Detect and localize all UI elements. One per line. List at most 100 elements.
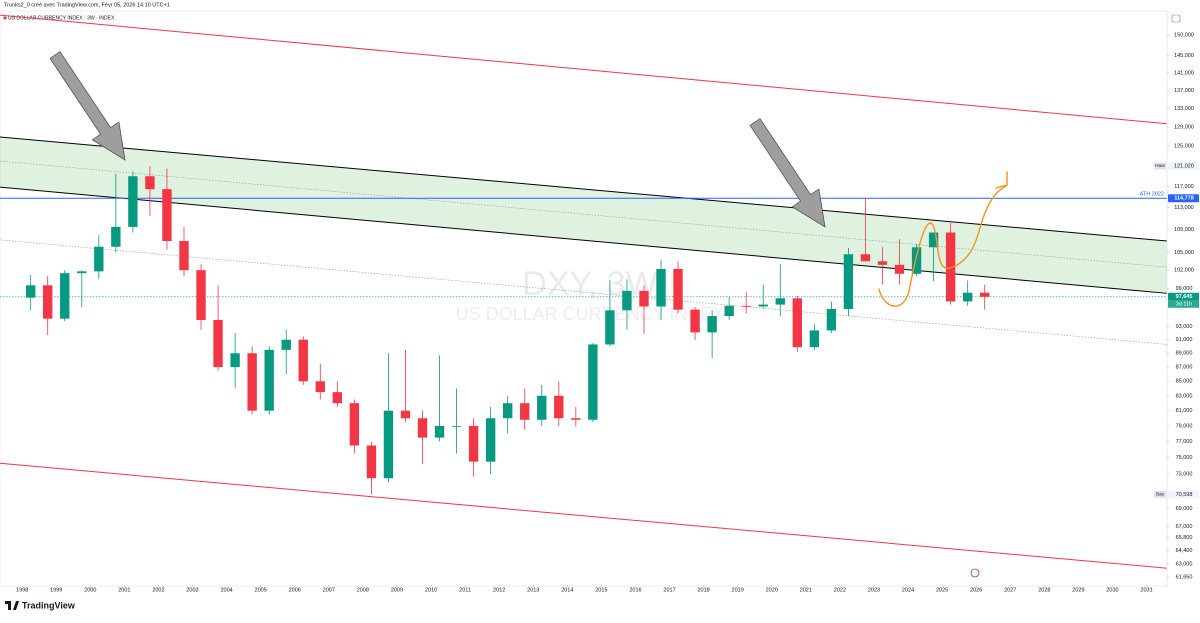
- candle-body: [145, 176, 155, 190]
- candle-body: [877, 261, 888, 265]
- x-tick-label: 2027: [1004, 587, 1016, 593]
- y-tick-label: 67,000: [1176, 524, 1193, 530]
- candle-body: [349, 403, 360, 446]
- y-tick-label: 64,400: [1176, 548, 1193, 554]
- y-tick-label: 91,000: [1176, 337, 1193, 343]
- candle-body: [962, 292, 973, 302]
- trend-line: [0, 160, 1168, 268]
- candle-body: [417, 418, 428, 438]
- candle-body: [264, 349, 274, 411]
- candle-body: [707, 316, 717, 333]
- candle-body: [980, 292, 990, 297]
- candle-body: [468, 425, 479, 462]
- y-tick-label: 65,800: [1176, 535, 1193, 541]
- y-tick-label: 85,000: [1176, 379, 1193, 385]
- x-tick-label: 2025: [936, 587, 948, 593]
- x-tick-label: 2029: [1072, 587, 1084, 593]
- marker-name: Haut: [1155, 163, 1165, 168]
- x-tick-label: 2011: [459, 587, 471, 593]
- candle-body: [196, 270, 206, 320]
- candle-body: [94, 246, 104, 272]
- x-tick-label: 2004: [220, 587, 232, 593]
- candle-body: [741, 305, 751, 307]
- trend-line: [0, 14, 1168, 125]
- marker-badge: [1168, 490, 1199, 499]
- candle-body: [894, 264, 905, 274]
- x-tick-label: 2017: [663, 587, 675, 593]
- trend-line: [0, 186, 1168, 294]
- y-tick-label: 109,000: [1174, 227, 1194, 233]
- x-tick-label: 2008: [357, 587, 369, 593]
- candle-body: [503, 403, 513, 419]
- candle-body: [775, 298, 785, 305]
- trend-line: [0, 239, 1168, 345]
- candle-body: [554, 395, 564, 419]
- event-icon[interactable]: [970, 568, 980, 578]
- candle-body: [690, 309, 700, 333]
- y-tick-label: 89,000: [1176, 351, 1193, 357]
- candle-body: [792, 298, 802, 348]
- candle-body: [911, 247, 922, 274]
- y-tick-label: 73,000: [1176, 472, 1193, 478]
- x-tick-label: 2026: [970, 587, 982, 593]
- marker-name-badge: [1154, 162, 1166, 170]
- candle-body: [809, 330, 820, 348]
- marker-badge: [1168, 161, 1199, 170]
- candle-body: [945, 232, 956, 302]
- x-tick-label: 2006: [289, 587, 301, 593]
- y-tick-label: 93,000: [1176, 324, 1193, 330]
- x-tick-label: 2000: [84, 587, 96, 593]
- x-tick-label: 2031: [1140, 587, 1152, 593]
- candle-body: [315, 381, 325, 393]
- candle-body: [451, 425, 462, 427]
- candle-body: [247, 353, 257, 411]
- x-tick-label: 2021: [800, 587, 812, 593]
- countdown-badge: [1168, 300, 1199, 308]
- candle-body: [724, 305, 734, 317]
- x-tick-label: 2022: [834, 587, 846, 593]
- y-tick-label: 77,000: [1176, 439, 1193, 445]
- y-tick-label: 99,000: [1176, 286, 1193, 292]
- candle-body: [230, 353, 240, 368]
- candle-body: [366, 445, 377, 479]
- settings-icon[interactable]: [1171, 14, 1181, 23]
- symbol-dot: [3, 16, 7, 20]
- y-tick-label: 133,000: [1174, 106, 1194, 112]
- candle-body: [485, 418, 496, 462]
- x-tick-label: 2016: [629, 587, 641, 593]
- x-tick-label: 2020: [766, 587, 778, 593]
- x-tick-label: 2015: [595, 587, 607, 593]
- brand: TradingView: [5, 600, 76, 610]
- candle-body: [673, 268, 683, 310]
- candle-body: [111, 226, 121, 247]
- candle-body: [25, 285, 36, 298]
- y-tick-label: 129,000: [1174, 124, 1194, 130]
- trend-line: [0, 136, 1168, 242]
- symbol-line: US DOLLAR CURRENCY INDEX · 3W · INDEX: [8, 15, 115, 21]
- candle-body: [162, 189, 172, 242]
- gray-arrow: [49, 51, 826, 228]
- candle-body: [332, 392, 343, 404]
- candle-body: [77, 271, 87, 274]
- candle-body: [179, 241, 189, 271]
- candle-body: [434, 425, 445, 438]
- candle-body: [298, 339, 308, 382]
- candle-body: [860, 254, 871, 262]
- candle-body: [213, 319, 223, 368]
- y-tick-label: 150,000: [1174, 33, 1194, 39]
- candle-body: [622, 290, 632, 311]
- y-tick-label: 105,000: [1174, 250, 1194, 256]
- orange-sketch: [878, 171, 1008, 307]
- x-tick-label: 2009: [391, 587, 403, 593]
- y-tick-label: 117,000: [1174, 184, 1193, 190]
- x-tick-label: 2028: [1038, 587, 1050, 593]
- level-name: ATH 2022: [1140, 192, 1164, 198]
- y-tick-label: 69,000: [1176, 506, 1193, 512]
- y-tick-label: 87,000: [1176, 365, 1193, 371]
- y-tick-label: 63,000: [1176, 561, 1193, 567]
- candle-body: [639, 290, 649, 307]
- watermark: DXY, 3W: [522, 265, 657, 303]
- level-badge: [1168, 194, 1199, 203]
- candle-body: [605, 310, 615, 345]
